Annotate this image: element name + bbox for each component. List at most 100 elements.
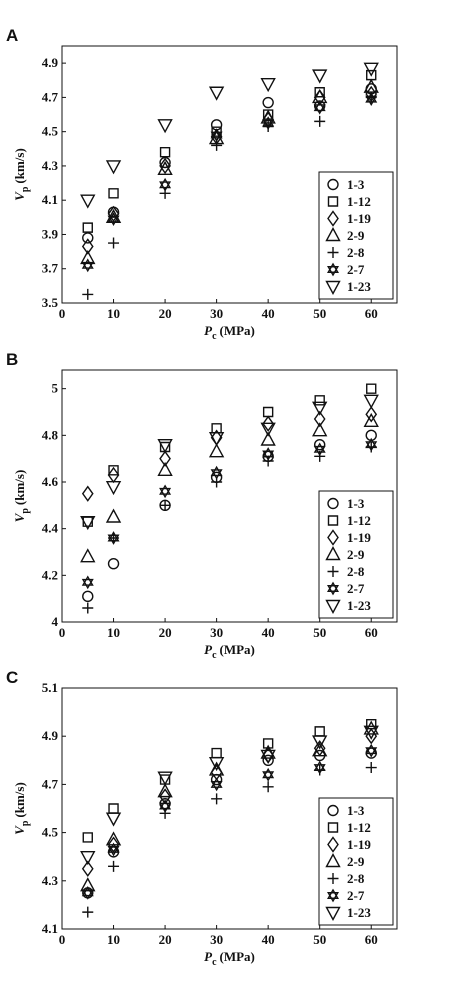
x-axis-label: Pc (MPa) [204, 323, 255, 342]
x-tick-label: 60 [365, 625, 378, 640]
marker [210, 777, 223, 792]
legend-label: 2-9 [347, 854, 365, 869]
marker [81, 258, 94, 273]
marker [82, 590, 94, 603]
x-label-sub: c [212, 650, 217, 661]
x-tick-label: 10 [107, 625, 120, 640]
legend-label: 1-12 [347, 820, 371, 835]
legend-label: 2-7 [347, 581, 365, 596]
marker [260, 431, 276, 446]
marker [327, 529, 339, 546]
legend-label: 1-19 [347, 837, 371, 852]
marker [327, 566, 339, 577]
marker [210, 764, 223, 781]
marker [80, 194, 96, 209]
legend-label: 1-12 [347, 194, 371, 209]
x-label-sub: c [212, 331, 217, 342]
y-tick-label: 5 [52, 381, 59, 396]
marker [159, 799, 172, 813]
marker [314, 395, 325, 406]
y-tick-label: 4.8 [42, 427, 59, 442]
marker [210, 465, 223, 480]
x-tick-label: 50 [313, 625, 326, 640]
marker [327, 836, 339, 853]
marker [325, 280, 341, 295]
marker [105, 160, 122, 175]
marker [108, 860, 120, 872]
marker [260, 744, 276, 759]
legend-label: 1-19 [347, 211, 371, 226]
marker [82, 288, 94, 300]
marker [365, 743, 378, 758]
marker [159, 177, 172, 192]
x-tick-label: 60 [365, 306, 378, 321]
marker [312, 735, 328, 750]
legend-label: 2-7 [347, 262, 365, 277]
legend-box [318, 490, 394, 619]
marker [327, 178, 339, 191]
y-tick-label: 4.3 [42, 873, 59, 888]
marker [159, 156, 171, 169]
marker [208, 431, 225, 447]
marker [211, 747, 222, 759]
x-tick-label: 50 [313, 932, 326, 947]
marker [107, 531, 120, 545]
x-tick-label: 20 [159, 932, 172, 947]
plot-frame [61, 45, 398, 304]
x-tick-label: 50 [313, 306, 326, 321]
marker [327, 822, 339, 833]
legend-label: 1-3 [347, 496, 365, 511]
x-tick-label: 20 [159, 306, 172, 321]
y-tick-label: 4.9 [42, 728, 59, 743]
marker [80, 249, 96, 265]
y-axis-label: Vp (km/s) [12, 148, 31, 201]
x-label-symbol: P [204, 949, 213, 964]
x-tick-label: 10 [107, 932, 120, 947]
marker [82, 602, 94, 614]
marker [157, 783, 173, 798]
marker [80, 515, 96, 531]
legend-label: 2-8 [347, 871, 365, 886]
y-tick-label: 4.9 [42, 55, 59, 70]
y-axis-label: Vp (km/s) [12, 782, 31, 835]
marker [108, 803, 119, 814]
legend-label: 1-19 [347, 530, 371, 545]
x-tick-label: 0 [59, 306, 66, 321]
marker [107, 842, 120, 857]
y-tick-label: 4.5 [42, 825, 59, 840]
marker [107, 212, 120, 226]
marker [363, 62, 379, 77]
marker [159, 147, 171, 158]
marker [82, 832, 93, 843]
marker [82, 222, 93, 233]
marker [211, 793, 223, 805]
panel-label: B [6, 350, 18, 369]
x-tick-label: 40 [262, 932, 275, 947]
marker [312, 422, 328, 437]
marker [105, 508, 122, 523]
marker [157, 438, 173, 454]
legend-label: 2-9 [347, 228, 365, 243]
y-tick-label: 4.7 [42, 776, 59, 791]
x-tick-label: 60 [365, 932, 378, 947]
y-label-sub: p [20, 508, 31, 514]
marker [159, 774, 171, 785]
y-tick-label: 5.1 [42, 680, 58, 695]
x-tick-label: 0 [59, 932, 66, 947]
marker [325, 906, 341, 921]
marker [366, 383, 377, 394]
marker [365, 437, 378, 452]
marker [313, 438, 326, 451]
marker [159, 499, 171, 511]
marker [210, 128, 223, 142]
y-tick-label: 4.3 [42, 158, 59, 173]
y-tick-label: 4.7 [42, 89, 59, 104]
y-label-unit: (km/s) [12, 470, 27, 505]
x-label-unit: (MPa) [220, 949, 255, 964]
x-label-symbol: P [204, 323, 213, 338]
x-tick-label: 30 [210, 306, 223, 321]
marker [159, 441, 171, 453]
marker [262, 738, 274, 749]
marker [262, 96, 274, 109]
marker [326, 888, 340, 903]
